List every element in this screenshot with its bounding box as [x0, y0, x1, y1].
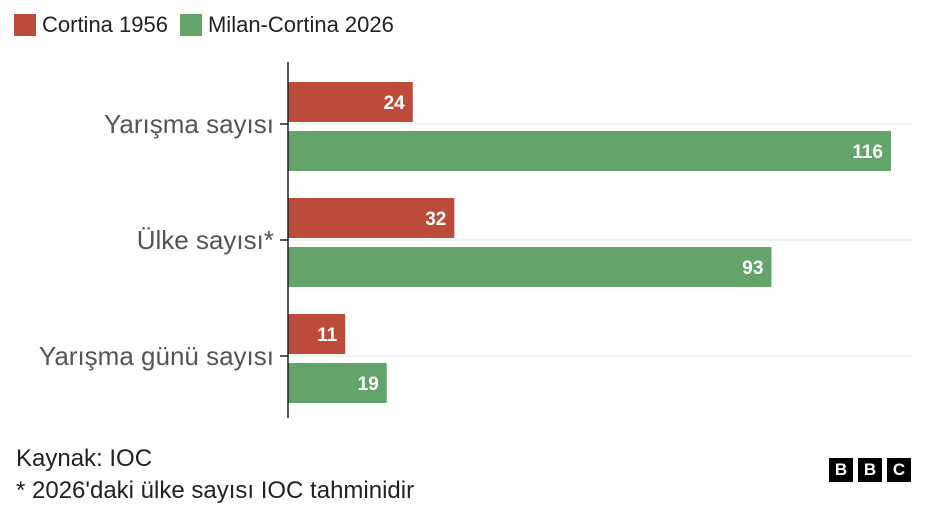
chart-footer: Kaynak: IOC * 2026'daki ülke sayısı IOC …: [16, 443, 414, 507]
bar: [288, 314, 346, 354]
bar: [288, 131, 891, 171]
legend-label-milan-cortina-2026: Milan-Cortina 2026: [207, 12, 394, 37]
legend-swatch-milan-cortina-2026: [179, 14, 202, 36]
legend-item-cortina-1956: Cortina 1956: [14, 12, 168, 38]
category-label: Yarışma sayısı: [104, 109, 274, 139]
bar-value-label: 116: [852, 142, 883, 163]
bar: [288, 82, 413, 122]
legend-swatch-cortina-1956: [14, 14, 36, 36]
legend-item-milan-cortina-2026: Milan-Cortina 2026: [179, 12, 394, 38]
bbc-logo-letter: C: [887, 458, 911, 482]
chart-legend: Cortina 1956 Milan-Cortina 2026: [14, 10, 406, 40]
bar-value-label: 93: [742, 258, 763, 279]
bar-value-label: 19: [358, 374, 379, 395]
bar: [288, 247, 772, 287]
bar: [288, 198, 455, 238]
bar-value-label: 32: [425, 209, 446, 230]
category-label: Ülke sayısı*: [137, 225, 274, 255]
source-text: Kaynak: IOC: [16, 445, 153, 472]
bbc-logo-letter: B: [858, 458, 882, 482]
legend-label-cortina-1956: Cortina 1956: [42, 12, 168, 37]
bbc-logo: B B C: [829, 458, 916, 482]
bbc-logo-letter: B: [829, 458, 853, 482]
footnote-text: * 2026'daki ülke sayısı IOC tahminidir: [16, 477, 415, 504]
bar: [288, 363, 387, 403]
bar-chart: Yarışma sayısı 24 116 Ülke sayısı* 32 93 Yarış…: [39, 62, 912, 418]
category-label: Yarışma günü sayısı: [39, 341, 274, 371]
bar-value-label: 11: [317, 325, 338, 346]
bar-value-label: 24: [384, 93, 406, 114]
